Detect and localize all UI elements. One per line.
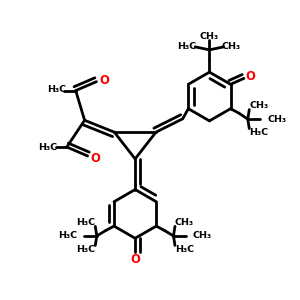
Text: H₃C: H₃C xyxy=(178,42,197,51)
Text: CH₃: CH₃ xyxy=(267,115,286,124)
Text: O: O xyxy=(245,70,255,83)
Text: O: O xyxy=(90,152,100,165)
Text: CH₃: CH₃ xyxy=(175,218,194,227)
Text: H₃C: H₃C xyxy=(58,231,77,240)
Text: H₃C: H₃C xyxy=(249,128,268,137)
Text: O: O xyxy=(99,74,109,87)
Text: H₃C: H₃C xyxy=(175,245,194,254)
Text: H₃C: H₃C xyxy=(38,142,57,152)
Text: O: O xyxy=(130,254,140,266)
Text: CH₃: CH₃ xyxy=(193,231,212,240)
Text: H₃C: H₃C xyxy=(76,245,95,254)
Text: H₃C: H₃C xyxy=(76,218,95,227)
Text: H₃C: H₃C xyxy=(47,85,66,94)
Text: CH₃: CH₃ xyxy=(249,101,268,110)
Text: CH₃: CH₃ xyxy=(221,42,240,51)
Text: CH₃: CH₃ xyxy=(200,32,219,41)
